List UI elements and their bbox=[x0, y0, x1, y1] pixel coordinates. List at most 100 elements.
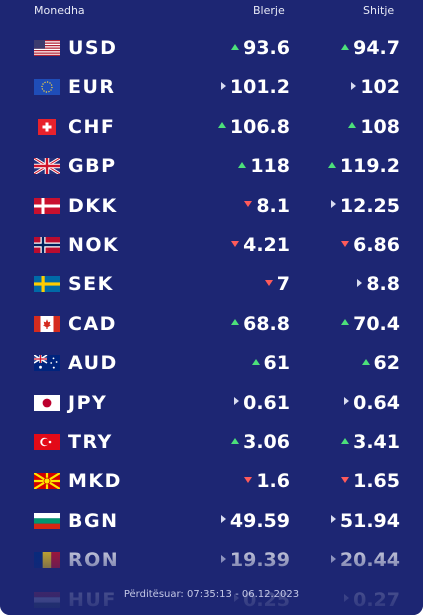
header-sell: Shitje bbox=[363, 4, 395, 17]
sell-value: 12.25 bbox=[339, 194, 400, 217]
header-buy: Blerje bbox=[253, 4, 285, 17]
eu-flag-icon bbox=[34, 79, 60, 96]
rate-row-mkd: MKD 1.6 1.65 bbox=[0, 460, 423, 500]
trend-up-icon bbox=[217, 122, 226, 129]
buy-rate: 68.8 bbox=[231, 313, 290, 335]
buy-value: 3.06 bbox=[243, 431, 290, 453]
currency-code: DKK bbox=[68, 194, 118, 217]
trend-down-icon bbox=[244, 201, 253, 208]
tr-flag-icon bbox=[34, 434, 60, 450]
trend-up-icon bbox=[327, 161, 336, 168]
us-flag-icon bbox=[34, 40, 60, 56]
trend-up-icon bbox=[231, 43, 240, 50]
sell-rate: 0.64 bbox=[344, 392, 400, 414]
trend-down-icon bbox=[341, 476, 350, 483]
last-updated: Përditësuar: 07:35:13 - 06.12.2023 bbox=[123, 589, 300, 600]
rate-row-chf: CHF 106.8 108 bbox=[0, 106, 423, 146]
bottom-fade bbox=[0, 535, 423, 615]
sell-rate: 108 bbox=[348, 116, 400, 138]
sell-value: 6.86 bbox=[353, 234, 400, 256]
buy-rate: 3.06 bbox=[231, 431, 290, 453]
buy-value: 106.8 bbox=[229, 115, 290, 138]
au-flag-icon bbox=[34, 355, 60, 372]
currency-code: JPY bbox=[68, 391, 108, 414]
trend-up-icon bbox=[361, 358, 370, 365]
trend-down-icon bbox=[264, 279, 273, 286]
buy-value: 1.6 bbox=[256, 470, 290, 493]
currency-code: USD bbox=[68, 37, 118, 59]
buy-rate: 1.6 bbox=[244, 470, 290, 492]
sell-rate: 62 bbox=[361, 352, 400, 375]
rate-row-usd: USD 93.6 94.7 bbox=[0, 27, 423, 67]
trend-same-icon bbox=[330, 515, 336, 524]
buy-value: 61 bbox=[263, 352, 290, 375]
rate-row-nok: NOK 4.21 6.86 bbox=[0, 224, 423, 264]
buy-rate: 7 bbox=[264, 273, 290, 296]
mk-flag-icon bbox=[34, 473, 60, 490]
ca-flag-icon bbox=[34, 315, 60, 332]
currency-code: CHF bbox=[68, 115, 116, 138]
rate-row-sek: SEK 7 8.8 bbox=[0, 263, 423, 303]
rate-row-gbp: GBP 118 119.2 bbox=[0, 145, 423, 185]
sell-value: 0.64 bbox=[353, 391, 400, 414]
currency-code: NOK bbox=[68, 234, 120, 256]
sell-value: 102 bbox=[360, 76, 400, 99]
buy-value: 118 bbox=[250, 155, 290, 178]
sell-rate: 8.8 bbox=[357, 273, 400, 295]
sell-value: 108 bbox=[360, 115, 400, 138]
trend-up-icon bbox=[251, 358, 260, 365]
sell-value: 94.7 bbox=[353, 37, 400, 59]
sell-rate: 119.2 bbox=[327, 155, 400, 178]
table-header: Monedha Blerje Shitje bbox=[0, 0, 423, 22]
sell-rate: 6.86 bbox=[341, 234, 400, 256]
buy-rate: 8.1 bbox=[244, 195, 290, 217]
buy-rate: 4.21 bbox=[231, 234, 290, 256]
rate-row-bgn: BGN 49.59 51.94 bbox=[0, 500, 423, 540]
jp-flag-icon bbox=[34, 394, 60, 411]
trend-same-icon bbox=[220, 515, 226, 524]
trend-up-icon bbox=[348, 122, 357, 129]
currency-code: AUD bbox=[68, 352, 118, 375]
currency-code: EUR bbox=[68, 76, 116, 99]
currency-code: TRY bbox=[68, 431, 113, 453]
buy-rate: 0.61 bbox=[234, 392, 290, 414]
buy-rate: 106.8 bbox=[217, 115, 290, 138]
bg-flag-icon bbox=[34, 512, 60, 529]
trend-up-icon bbox=[238, 161, 247, 168]
buy-value: 8.1 bbox=[256, 194, 290, 217]
buy-value: 68.8 bbox=[243, 312, 290, 335]
sell-value: 62 bbox=[373, 352, 400, 375]
sell-rate: 102 bbox=[351, 76, 400, 98]
currency-code: BGN bbox=[68, 509, 119, 532]
sell-value: 70.4 bbox=[353, 312, 400, 335]
rate-row-aud: AUD 61 62 bbox=[0, 342, 423, 382]
sell-rate: 70.4 bbox=[341, 313, 400, 335]
no-flag-icon bbox=[34, 237, 60, 253]
buy-rate: 118 bbox=[238, 155, 290, 177]
sell-rate: 12.25 bbox=[330, 194, 400, 217]
trend-same-icon bbox=[344, 397, 350, 406]
buy-rate: 93.6 bbox=[231, 37, 290, 59]
currency-code: SEK bbox=[68, 273, 114, 296]
buy-value: 7 bbox=[276, 273, 290, 296]
header-currency: Monedha bbox=[34, 4, 85, 17]
currency-code: MKD bbox=[68, 470, 122, 493]
buy-value: 4.21 bbox=[243, 234, 290, 256]
se-flag-icon bbox=[34, 276, 60, 293]
ch-flag-icon bbox=[38, 118, 56, 135]
sell-value: 51.94 bbox=[339, 509, 400, 532]
trend-down-icon bbox=[231, 240, 240, 247]
gb-flag-icon bbox=[34, 158, 60, 175]
trend-same-icon bbox=[357, 278, 363, 287]
buy-value: 101.2 bbox=[229, 76, 290, 99]
sell-value: 119.2 bbox=[339, 155, 400, 178]
trend-same-icon bbox=[330, 200, 336, 209]
trend-up-icon bbox=[341, 437, 350, 444]
trend-up-icon bbox=[231, 319, 240, 326]
sell-rate: 51.94 bbox=[330, 509, 400, 532]
trend-up-icon bbox=[341, 319, 350, 326]
sell-rate: 94.7 bbox=[341, 37, 400, 59]
currency-code: CAD bbox=[68, 312, 117, 335]
buy-value: 93.6 bbox=[243, 37, 290, 59]
